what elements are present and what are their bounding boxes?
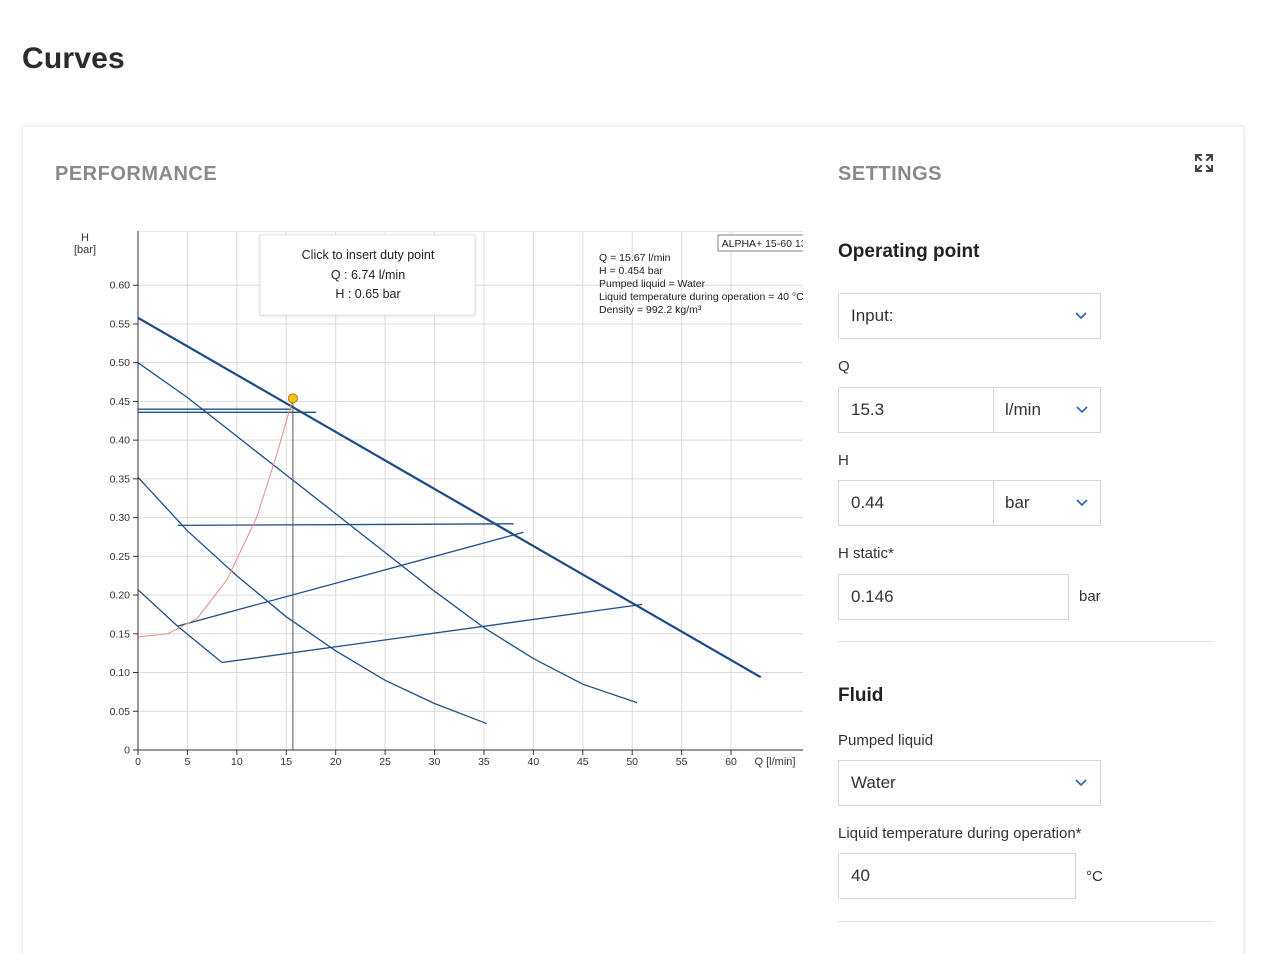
pump-curve — [137, 476, 488, 725]
x-tick-label: 40 — [528, 756, 540, 768]
page-title: Curves — [22, 42, 125, 75]
performance-label: PERFORMANCE — [55, 163, 218, 185]
y-tick-label: 0.50 — [110, 357, 131, 369]
chart-series — [137, 316, 762, 750]
fluid-heading: Fluid — [838, 685, 884, 706]
x-tick-label: 5 — [184, 756, 190, 768]
h-static-label: H static* — [838, 545, 894, 562]
h-static-unit: bar — [1079, 588, 1101, 605]
h-unit-select[interactable]: bar — [994, 493, 1100, 513]
h-field: 0.44 bar — [838, 480, 1101, 526]
info-line: Density = 992.2 kg/m³ — [599, 304, 702, 316]
y-tick-label: 0 — [124, 745, 130, 757]
x-tick-label: 10 — [231, 756, 243, 768]
x-tick-label: 25 — [379, 756, 391, 768]
chevron-down-icon — [1076, 406, 1088, 414]
h-static-value: 0.146 — [851, 587, 894, 606]
x-tick-label: 0 — [135, 756, 141, 768]
pumped-liquid-select[interactable]: Water — [838, 760, 1101, 806]
settings-label: SETTINGS — [838, 163, 943, 185]
q-input[interactable]: 15.3 — [851, 400, 885, 419]
h-static-input[interactable]: 0.146 — [838, 574, 1069, 620]
input-select-value: Input: — [851, 306, 894, 325]
divider — [838, 641, 1213, 642]
y-tick-label: 0.15 — [110, 628, 131, 640]
axes: 0 5 10 15 20 25 30 35 40 45 50 55 60 0 0.05 0.10 0.15 0.2… — [110, 231, 820, 768]
h-unit-value: bar — [1005, 493, 1030, 512]
model-label: ALPHA+ 15-60 130 — [722, 238, 803, 250]
y-tick-label: 0.40 — [110, 435, 131, 447]
pump-curve — [177, 523, 514, 527]
expand-arrows-icon[interactable] — [1194, 153, 1214, 173]
chevron-down-icon — [1075, 312, 1087, 320]
q-unit-select[interactable]: l/min — [994, 400, 1100, 420]
liquid-temp-label: Liquid temperature during operation* — [838, 825, 1082, 842]
x-tick-label: 45 — [577, 756, 589, 768]
x-tick-label: 30 — [429, 756, 441, 768]
performance-chart[interactable]: 0 5 10 15 20 25 30 35 40 45 50 55 60 0 0.05 0.10 0.15 0.2… — [63, 230, 821, 791]
divider — [838, 921, 1213, 922]
liquid-temp-unit: °C — [1086, 868, 1103, 885]
y-axis-label: H — [81, 232, 89, 244]
y-tick-label: 0.30 — [110, 512, 131, 524]
y-tick-label: 0.20 — [110, 590, 131, 602]
x-tick-label: 55 — [676, 756, 688, 768]
tooltip-q: Q : 6.74 l/min — [331, 268, 405, 282]
pump-curve — [177, 531, 524, 627]
y-tick-label: 0.60 — [110, 280, 131, 292]
chevron-down-icon — [1076, 499, 1088, 507]
duty-point[interactable] — [287, 393, 298, 404]
y-tick-label: 0.55 — [110, 318, 131, 330]
h-input[interactable]: 0.44 — [851, 493, 885, 512]
y-tick-label: 0.45 — [110, 396, 131, 408]
liquid-temp-value: 40 — [851, 866, 870, 885]
performance-chart-svg[interactable]: 0 5 10 15 20 25 30 35 40 45 50 55 60 0 0.05 0.10 0.15 0.2… — [63, 230, 821, 791]
y-tick-label: 0.25 — [110, 551, 131, 563]
pump-curve — [137, 362, 638, 704]
y-tick-label: 0.10 — [110, 667, 131, 679]
y-tick-label: 0.05 — [110, 706, 131, 718]
operating-point-heading: Operating point — [838, 241, 980, 262]
x-tick-label: 15 — [280, 756, 292, 768]
x-tick-label: 20 — [330, 756, 342, 768]
curves-card: PERFORMANCE SETTINGS 0 5 10 15 20 25 30 35 40 45 5… — [22, 126, 1244, 954]
q-label: Q — [838, 358, 850, 375]
tooltip-h: H : 0.65 bar — [335, 287, 400, 301]
pump-curve — [221, 603, 643, 664]
grid — [137, 230, 821, 751]
info-line: Q = 15.67 l/min — [599, 252, 671, 264]
max-curve — [137, 316, 762, 679]
chevron-down-icon — [1075, 779, 1087, 787]
system-curve — [137, 398, 294, 638]
duty-point-layer — [287, 393, 298, 404]
duty-point-tooltip[interactable]: Click to insert duty point Q : 6.74 l/mi… — [259, 234, 476, 316]
info-line: Liquid temperature during operation = 40… — [599, 291, 803, 303]
pumped-liquid-value: Water — [851, 773, 896, 792]
tooltip-title: Click to insert duty point — [302, 248, 435, 262]
operating-info: Q = 15.67 l/min H = 0.454 bar Pumped liq… — [599, 252, 804, 316]
y-tick-label: 0.35 — [110, 473, 131, 485]
h-label: H — [838, 452, 849, 469]
pump-curve — [137, 589, 223, 664]
info-line: H = 0.454 bar — [599, 265, 663, 277]
input-select[interactable]: Input: — [838, 293, 1101, 339]
y-axis-unit: [bar] — [74, 244, 96, 256]
info-line: Pumped liquid = Water — [599, 278, 706, 290]
q-unit-value: l/min — [1005, 400, 1041, 419]
x-axis-label: Q [l/min] — [755, 756, 796, 768]
liquid-temp-input[interactable]: 40 — [838, 853, 1076, 899]
x-tick-label: 50 — [626, 756, 638, 768]
pumped-liquid-label: Pumped liquid — [838, 732, 934, 749]
x-tick-label: 60 — [725, 756, 737, 768]
q-field: 15.3 l/min — [838, 387, 1101, 433]
x-tick-label: 35 — [478, 756, 490, 768]
